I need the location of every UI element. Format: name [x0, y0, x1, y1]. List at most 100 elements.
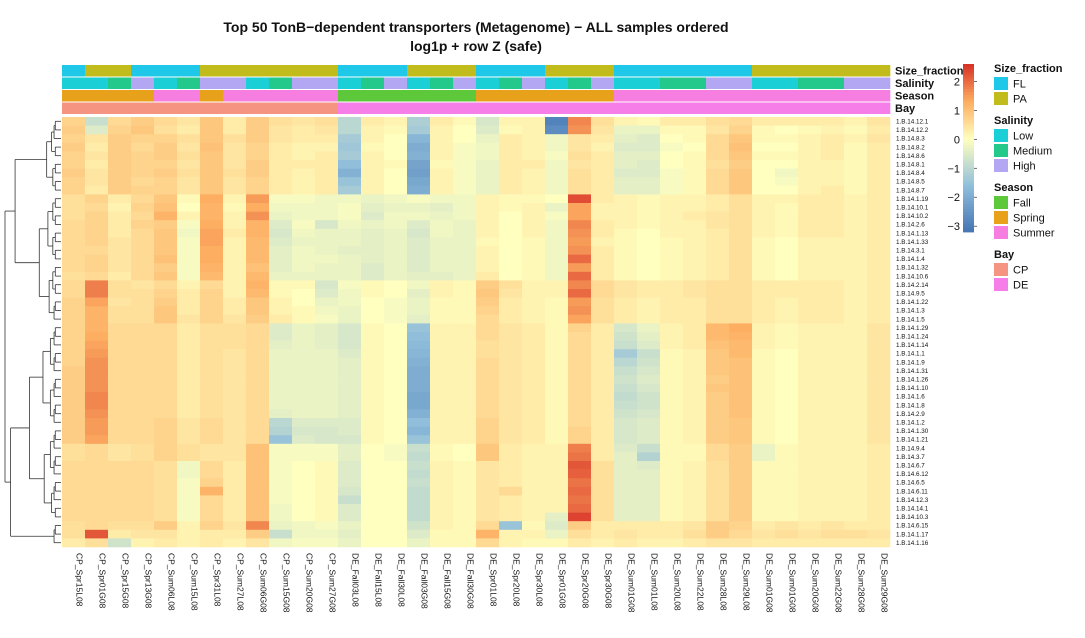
- heatmap-cell: [660, 203, 684, 212]
- heatmap-cell: [223, 349, 247, 359]
- heatmap-cell: [407, 349, 431, 359]
- heatmap-cell: [407, 263, 431, 273]
- heatmap-cell: [476, 512, 500, 522]
- annotation-cell-bay: [545, 102, 569, 114]
- heatmap-cell: [821, 409, 845, 419]
- heatmap-cell: [292, 400, 316, 410]
- heatmap-cell: [522, 400, 546, 410]
- heatmap-cell: [637, 435, 661, 445]
- heatmap-cell: [292, 366, 316, 376]
- heatmap-cell: [361, 486, 385, 496]
- row-label: 1.B.14.1.29: [896, 325, 929, 332]
- heatmap-cell: [269, 134, 293, 144]
- heatmap-cell: [614, 220, 638, 230]
- heatmap-cell: [269, 340, 293, 350]
- legend-entry-label: Medium: [1013, 146, 1052, 158]
- heatmap-cell: [821, 418, 845, 427]
- heatmap-cell: [614, 160, 638, 169]
- heatmap-cell: [430, 203, 454, 212]
- annotation-cell-bay: [453, 102, 477, 114]
- heatmap-cell: [246, 452, 270, 462]
- heatmap-cell: [108, 211, 132, 221]
- heatmap-cell: [545, 228, 569, 238]
- heatmap-cell: [62, 340, 86, 350]
- annotation-cell-bay: [361, 102, 385, 114]
- legend-swatch: [994, 278, 1008, 291]
- colorbar-segment: [963, 212, 974, 216]
- heatmap-cell: [821, 177, 845, 187]
- heatmap-cell: [361, 443, 385, 453]
- heatmap-cell: [614, 469, 638, 479]
- annotation-cell-season: [223, 90, 247, 102]
- heatmap-cell: [614, 443, 638, 453]
- heatmap-cell: [108, 142, 132, 152]
- column-label: DE_Fall03G08: [420, 553, 430, 609]
- colorbar-segment: [963, 190, 974, 194]
- heatmap-cell: [223, 160, 247, 169]
- chart-subtitle: log1p + row Z (safe): [410, 38, 542, 54]
- colorbar-tick-label: −3: [947, 221, 960, 233]
- heatmap-cell: [660, 254, 684, 264]
- heatmap-cell: [223, 521, 247, 531]
- heatmap-cell: [361, 151, 385, 161]
- heatmap-cell: [844, 237, 868, 247]
- heatmap-cell: [476, 323, 500, 333]
- heatmap-cell: [545, 194, 569, 204]
- heatmap-cell: [338, 134, 362, 144]
- heatmap-cell: [798, 134, 822, 144]
- heatmap-cell: [108, 254, 132, 264]
- heatmap-cell: [131, 340, 155, 350]
- heatmap-cell: [545, 538, 569, 548]
- heatmap-cell: [821, 521, 845, 531]
- heatmap-cell: [660, 469, 684, 479]
- heatmap-cell: [177, 529, 201, 539]
- column-label: DE_Sum29L08: [742, 553, 752, 611]
- heatmap-cell: [177, 177, 201, 187]
- heatmap-cell: [154, 443, 178, 453]
- heatmap-cell: [752, 254, 776, 264]
- heatmap-cell: [430, 443, 454, 453]
- heatmap-cell: [384, 495, 408, 505]
- legend-entry-label: Summer: [1013, 228, 1055, 240]
- heatmap-cell: [568, 211, 592, 221]
- heatmap-cell: [545, 357, 569, 367]
- annotation-cell-season: [453, 90, 477, 102]
- heatmap-cell: [706, 168, 730, 178]
- heatmap-cell: [591, 332, 615, 341]
- heatmap-cell: [62, 495, 86, 505]
- heatmap-cell: [844, 185, 868, 195]
- heatmap-cell: [545, 332, 569, 341]
- annotation-cell-season: [637, 90, 661, 102]
- heatmap-cell: [637, 237, 661, 247]
- heatmap-cell: [62, 375, 86, 384]
- heatmap-cell: [430, 168, 454, 178]
- colorbar-segment: [963, 170, 974, 174]
- heatmap-cell: [867, 211, 891, 221]
- heatmap-cell: [752, 478, 776, 488]
- row-label: 1.B.14.8.7: [896, 187, 925, 194]
- heatmap-cell: [131, 117, 155, 126]
- heatmap-cell: [752, 383, 776, 393]
- annotation-cell-season: [660, 90, 684, 102]
- heatmap-cell: [430, 486, 454, 496]
- heatmap-cell: [844, 323, 868, 333]
- heatmap-cell: [154, 185, 178, 195]
- heatmap-cell: [499, 521, 523, 531]
- heatmap-cell: [591, 392, 615, 402]
- row-label: 1.B.14.1.14: [896, 342, 929, 349]
- heatmap-cell: [108, 271, 132, 281]
- heatmap-cell: [637, 254, 661, 264]
- heatmap-cell: [62, 529, 86, 539]
- heatmap-cell: [660, 271, 684, 281]
- heatmap-cell: [660, 443, 684, 453]
- heatmap-cell: [798, 220, 822, 230]
- heatmap-cell: [338, 323, 362, 333]
- heatmap-cell: [315, 142, 339, 152]
- heatmap-cell: [453, 529, 477, 539]
- colorbar-segment: [963, 209, 974, 213]
- heatmap-cell: [62, 461, 86, 470]
- heatmap-cell: [798, 254, 822, 264]
- annotation-cell-season: [315, 90, 339, 102]
- heatmap-cell: [453, 486, 477, 496]
- heatmap-cell: [177, 289, 201, 298]
